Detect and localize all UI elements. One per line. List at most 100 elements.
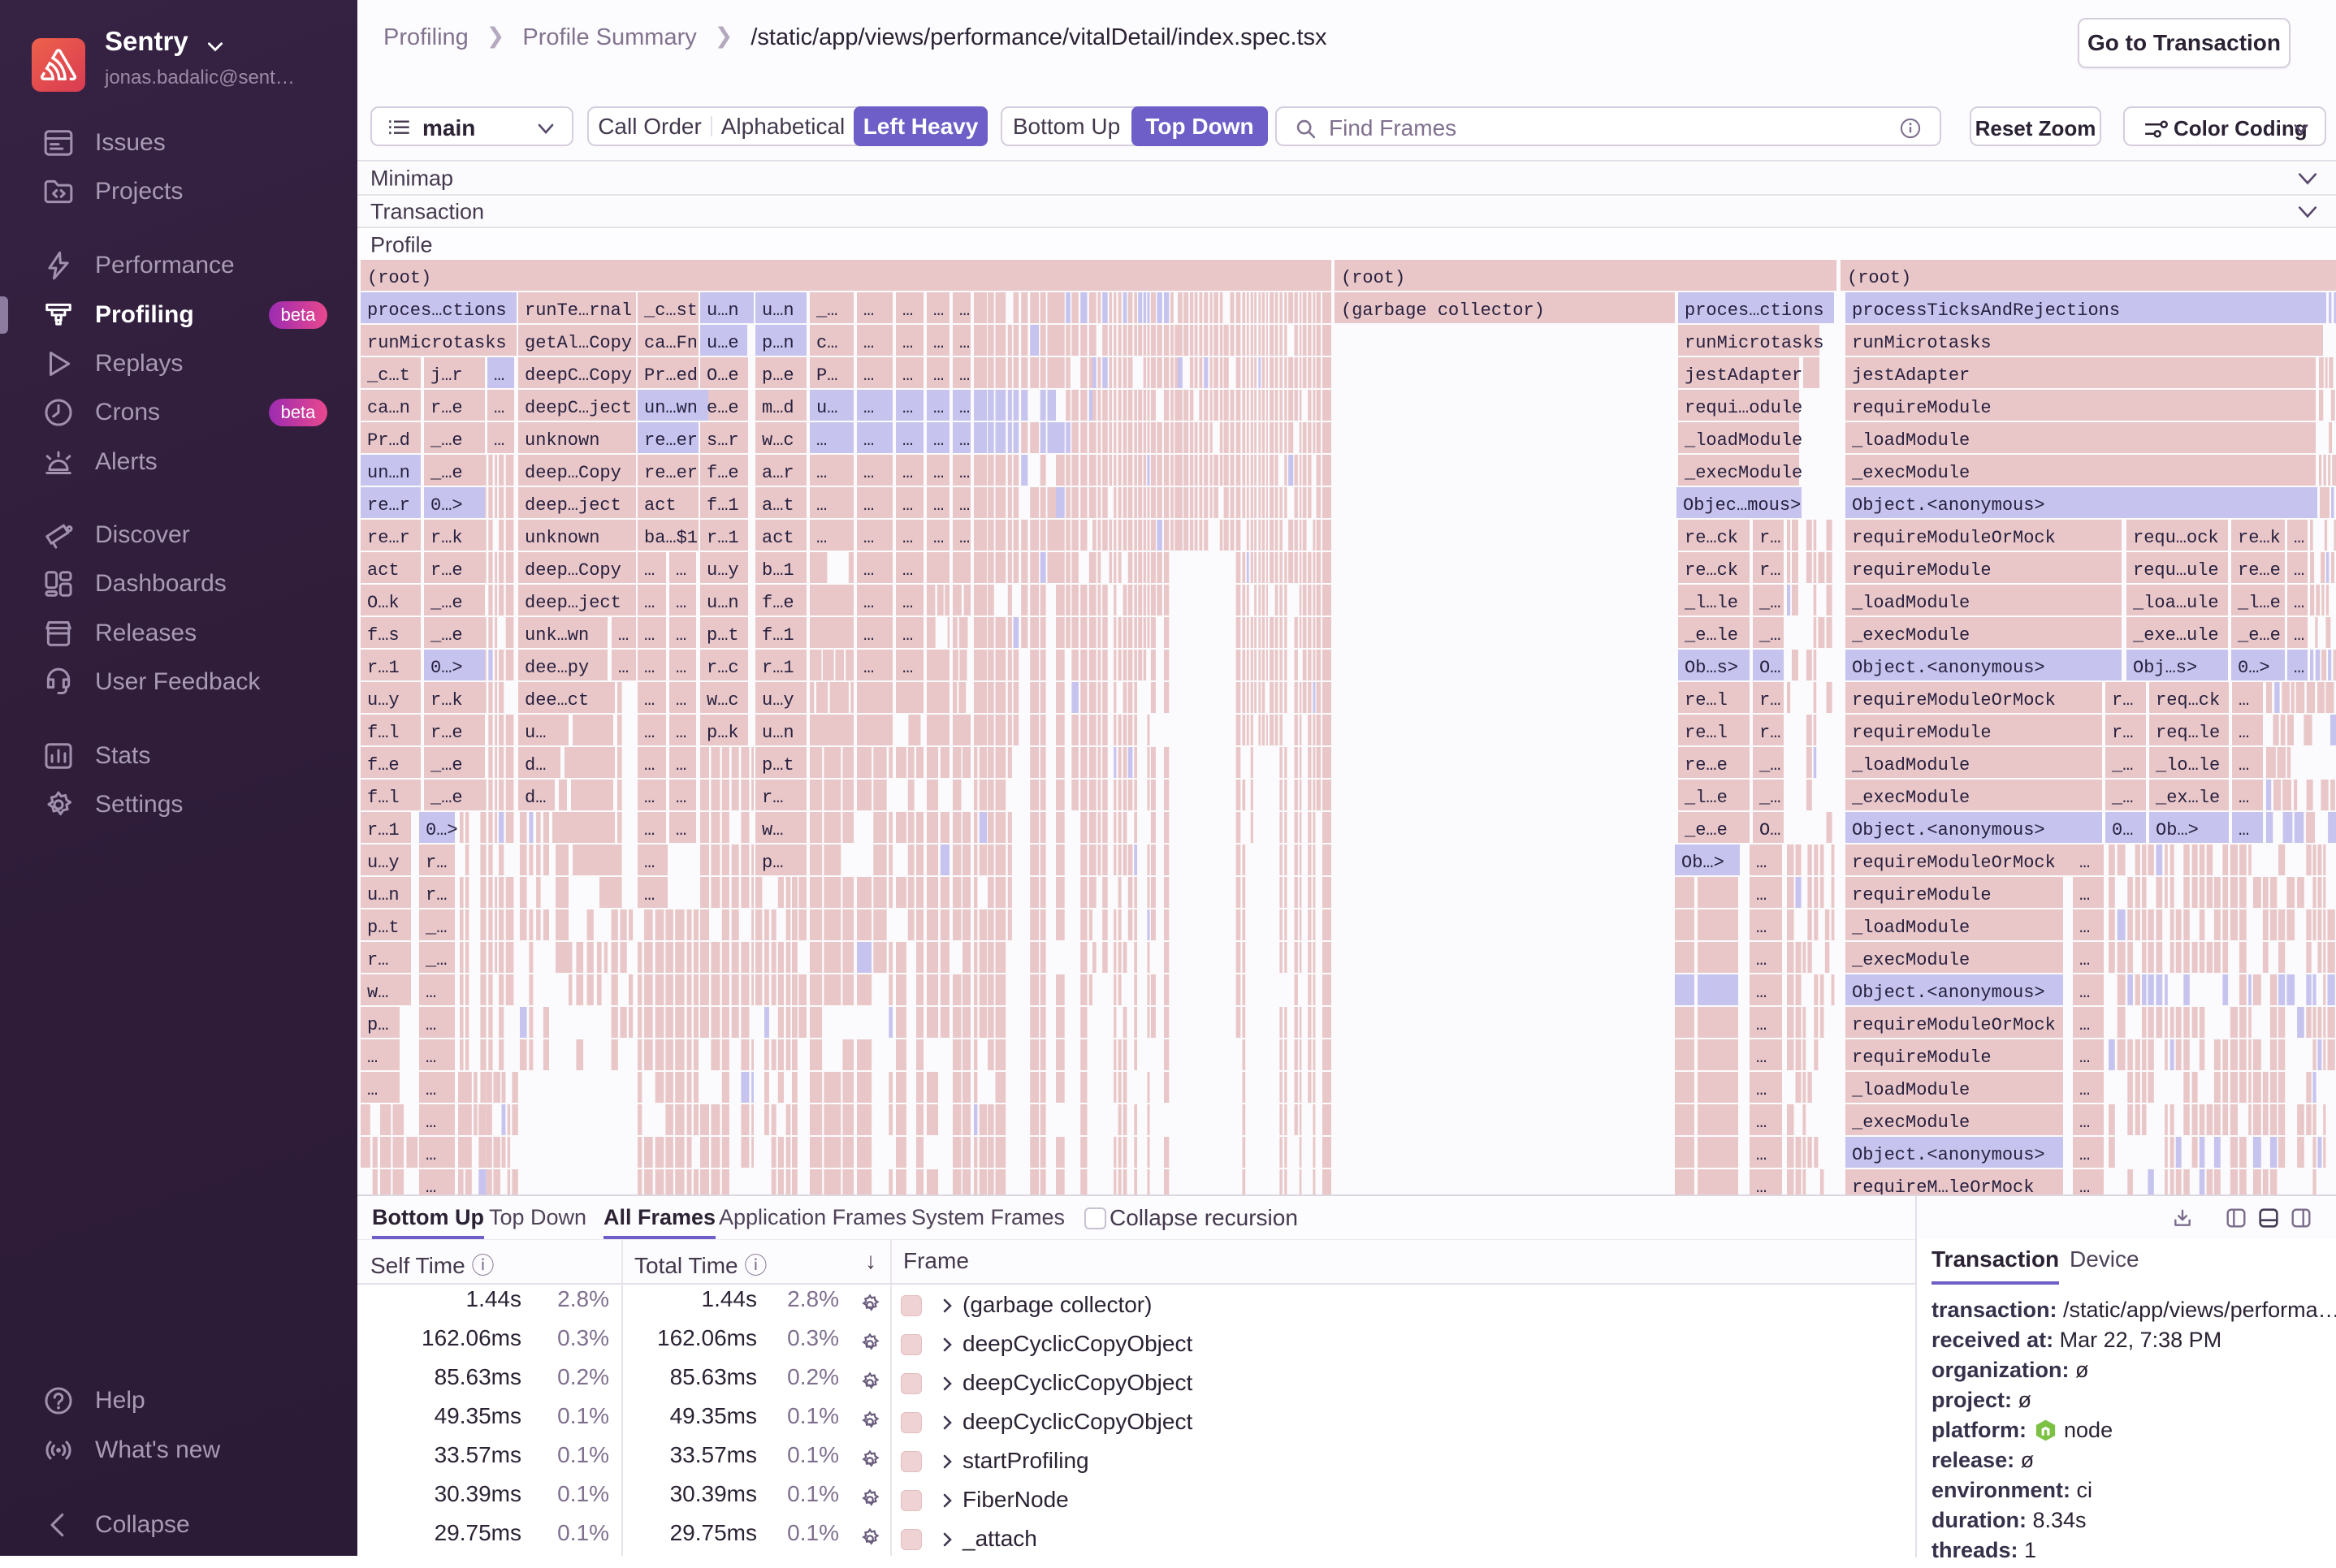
svg-text:a…t: a…t	[762, 495, 794, 516]
svg-text:re…k: re…k	[2238, 528, 2281, 548]
svg-text:…: …	[902, 625, 913, 646]
svg-text:u…n: u…n	[762, 300, 794, 321]
svg-text:…: …	[676, 755, 686, 775]
svg-text:Pr…ed: Pr…ed	[644, 365, 698, 386]
svg-text:…: …	[1756, 1015, 1767, 1035]
svg-text:…: …	[902, 495, 913, 516]
svg-text:runMicrotasks: runMicrotasks	[367, 333, 507, 353]
svg-text:u…y: u…y	[707, 560, 739, 581]
svg-text:…: …	[863, 463, 874, 483]
svg-text:(root): (root)	[367, 268, 431, 288]
svg-text:…: …	[2079, 1145, 2090, 1165]
svg-text:requireModuleOrMock: requireModuleOrMock	[1852, 853, 2056, 873]
svg-text:act: act	[762, 528, 794, 548]
svg-text:…: …	[959, 398, 970, 418]
svg-text:…: …	[2239, 788, 2249, 808]
svg-text:requireModule: requireModule	[1852, 885, 1992, 905]
svg-text:s…r: s…r	[707, 430, 739, 451]
svg-text:…: …	[676, 593, 686, 613]
svg-text:…: …	[2079, 918, 2090, 938]
svg-text:p…: p…	[367, 1015, 388, 1035]
svg-text:…: …	[816, 463, 827, 483]
svg-text:p…: p…	[762, 853, 783, 873]
svg-text:…: …	[676, 788, 686, 808]
svg-text:u…y: u…y	[367, 853, 400, 873]
svg-text:w…: w…	[367, 983, 388, 1003]
svg-text:ba…$1: ba…$1	[644, 528, 698, 548]
svg-text:…: …	[494, 430, 504, 451]
svg-text:…: …	[1756, 1047, 1767, 1068]
svg-text:…: …	[902, 365, 913, 386]
svg-text:…: …	[644, 593, 655, 613]
svg-text:_…: _…	[2111, 755, 2133, 775]
svg-text:Object.<anonymous>: Object.<anonymous>	[1852, 1145, 2045, 1165]
svg-text:f…l: f…l	[367, 788, 400, 808]
svg-text:…: …	[902, 300, 913, 321]
svg-text:Object.<anonymous>: Object.<anonymous>	[1852, 820, 2045, 840]
svg-text:…: …	[863, 658, 874, 678]
svg-text:u…y: u…y	[367, 690, 400, 711]
svg-text:…: …	[863, 528, 874, 548]
svg-text:…: …	[902, 658, 913, 678]
svg-text:…: …	[676, 625, 686, 646]
svg-text:_l…e: _l…e	[2237, 593, 2281, 613]
svg-text:_execModule: _execModule	[1851, 1112, 1970, 1133]
svg-text:…: …	[618, 658, 629, 678]
svg-text:…: …	[426, 1080, 436, 1100]
svg-text:…: …	[863, 430, 874, 451]
svg-text:r…e: r…e	[430, 560, 463, 581]
svg-text:r…1: r…1	[367, 658, 400, 678]
svg-text:…: …	[2239, 755, 2249, 775]
svg-text:jestAdapter: jestAdapter	[1852, 365, 1970, 386]
svg-text:u…n: u…n	[707, 593, 739, 613]
svg-text:…: …	[863, 560, 874, 581]
svg-text:_loadModule: _loadModule	[1851, 593, 1970, 613]
svg-text:deep…ject: deep…ject	[525, 593, 621, 613]
svg-text:deep…ject: deep…ject	[525, 495, 621, 516]
svg-text:c…: c…	[816, 333, 837, 353]
svg-text:0…>: 0…>	[430, 495, 463, 516]
svg-text:…: …	[863, 365, 874, 386]
svg-text:u…: u…	[816, 398, 837, 418]
svg-text:…: …	[863, 593, 874, 613]
svg-text:r…: r…	[426, 853, 447, 873]
svg-text:_execModule: _execModule	[1684, 463, 1802, 483]
svg-text:_…e: _…e	[430, 625, 463, 646]
svg-text:r…: r…	[426, 885, 447, 905]
svg-text:…: …	[959, 333, 970, 353]
svg-text:…: …	[644, 723, 655, 743]
svg-text:…: …	[933, 528, 944, 548]
svg-text:…: …	[863, 625, 874, 646]
svg-text:…: …	[863, 495, 874, 516]
svg-text:w…c: w…c	[707, 690, 739, 711]
svg-text:…: …	[2294, 560, 2304, 581]
svg-text:_…: _…	[425, 918, 447, 938]
svg-text:Objec…mous>: Objec…mous>	[1683, 495, 1801, 516]
svg-text:b…1: b…1	[762, 560, 794, 581]
svg-text:runTe…rnal: runTe…rnal	[525, 300, 632, 321]
svg-text:…: …	[902, 528, 913, 548]
svg-text:_loadModule: _loadModule	[1851, 918, 1970, 938]
svg-text:u…n: u…n	[367, 885, 400, 905]
svg-text:…: …	[902, 333, 913, 353]
svg-text:Pr…d: Pr…d	[367, 430, 410, 451]
svg-text:re…l: re…l	[1685, 690, 1728, 711]
svg-text:Object.<anonymous>: Object.<anonymous>	[1852, 658, 2045, 678]
svg-text:…: …	[959, 430, 970, 451]
svg-text:…: …	[863, 398, 874, 418]
svg-text:…: …	[2239, 723, 2249, 743]
svg-text:r…k: r…k	[430, 690, 463, 711]
svg-text:f…e: f…e	[707, 463, 739, 483]
svg-text:…: …	[1756, 885, 1767, 905]
svg-text:…: …	[2079, 885, 2090, 905]
svg-text:requireModule: requireModule	[1852, 723, 1992, 743]
svg-text:re…er: re…er	[644, 430, 698, 451]
svg-text:dee…py: dee…py	[525, 658, 589, 678]
svg-text:_…: _…	[1758, 755, 1780, 775]
svg-text:unk…wn: unk…wn	[525, 625, 589, 646]
svg-text:…: …	[644, 885, 655, 905]
svg-text:…: …	[959, 365, 970, 386]
svg-text:_…: _…	[425, 950, 447, 970]
svg-text:…: …	[933, 300, 944, 321]
svg-text:…: …	[1756, 950, 1767, 970]
